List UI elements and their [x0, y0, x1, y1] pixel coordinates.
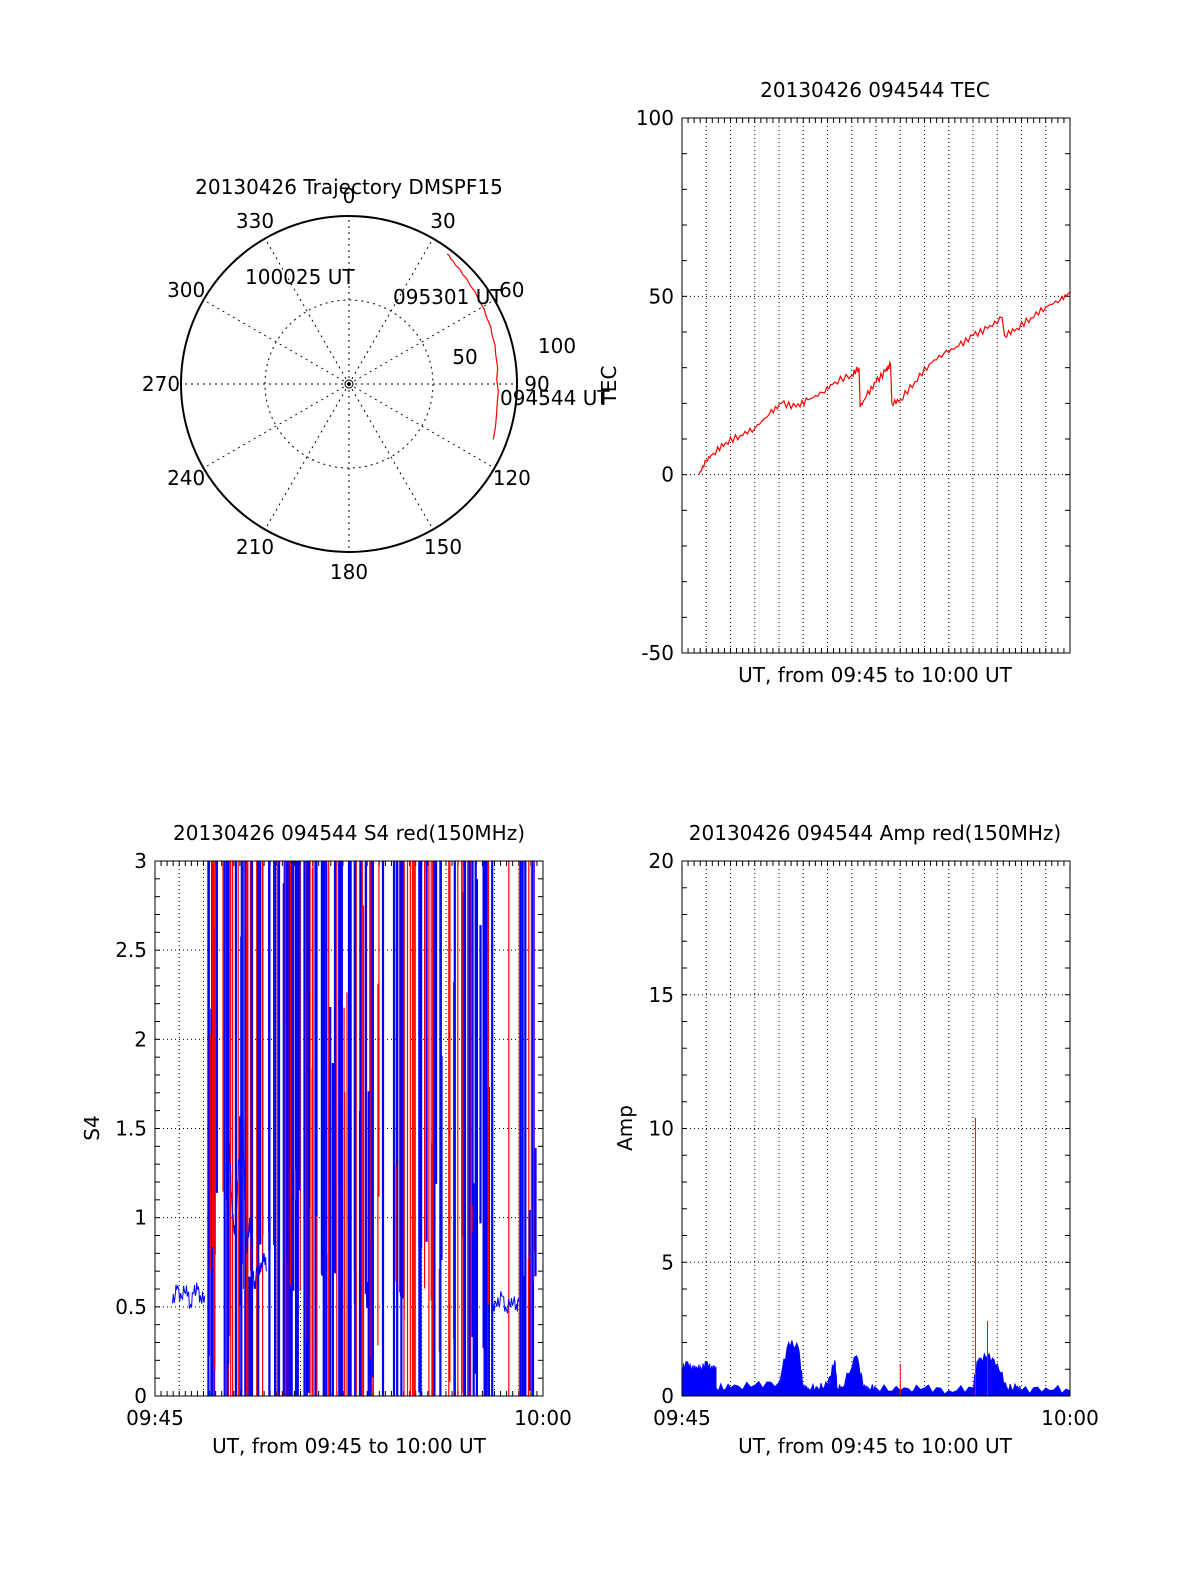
- y-tick-label: 1: [134, 1206, 147, 1230]
- tec-chart: 20130426 094544 TEC -50 0 50 100 TEC UT, fr…: [597, 78, 1071, 687]
- polar-grid: [180, 215, 518, 553]
- amp-y-axis-label: Amp: [613, 1105, 637, 1151]
- polar-spoke: [264, 383, 350, 530]
- polar-spoke: [348, 383, 495, 469]
- s4-title: 20130426 094544 S4 red(150MHz): [173, 821, 525, 845]
- amp-x-tick-end: 10:00: [1041, 1406, 1099, 1430]
- s4-series-line: [172, 1282, 206, 1309]
- s4-x-tick-end: 10:00: [514, 1406, 572, 1430]
- tec-x-axis-label: UT, from 09:45 to 10:00 UT: [738, 663, 1013, 687]
- amp-chart: 20130426 094544 Amp red(150MHz) 0 5 10 15 20…: [613, 821, 1099, 1458]
- amp-x-tick-start: 09:45: [653, 1406, 711, 1430]
- polar-center: [344, 379, 354, 389]
- polar-radial-label-100: 100: [538, 334, 576, 358]
- polar-angle-label: 240: [167, 466, 205, 490]
- s4-y-axis-label: S4: [80, 1115, 104, 1140]
- trajectory-end-label: 100025 UT: [245, 265, 355, 289]
- y-tick-label: 2: [134, 1027, 147, 1051]
- s4-x-tick-start: 09:45: [126, 1406, 184, 1430]
- polar-title: 20130426 Trajectory DMSPF15: [195, 175, 503, 199]
- trajectory-line: [446, 253, 499, 440]
- polar-angle-label: 60: [499, 278, 524, 302]
- polar-radial-label-50: 50: [452, 345, 477, 369]
- y-tick-label: 1.5: [115, 1117, 147, 1141]
- polar-spoke: [348, 299, 495, 385]
- s4-series-line: [227, 1110, 268, 1290]
- polar-angle-label: 270: [142, 372, 180, 396]
- polar-angle-labels: 0 30 60 90 120 150 180 210 240 270 300 330: [142, 184, 550, 584]
- polar-angle-label: 300: [167, 278, 205, 302]
- amp-plot-frame: [681, 860, 1071, 1397]
- y-tick-label: 50: [649, 284, 674, 308]
- tec-series-line: [698, 292, 1071, 475]
- amp-series-blue: [681, 1340, 1071, 1397]
- y-tick-label: 0: [134, 1384, 147, 1408]
- amp-grid: [682, 861, 1070, 1396]
- s4-x-axis-label: UT, from 09:45 to 10:00 UT: [212, 1434, 487, 1458]
- s4-y-tick-labels: 0 0.5 1 1.5 2 2.5 3: [115, 849, 147, 1408]
- y-tick-label: 20: [649, 849, 674, 873]
- polar-spoke: [203, 299, 350, 385]
- amp-series-red-spikes: [899, 1117, 988, 1396]
- polar-spoke: [348, 383, 434, 530]
- tec-grid: [682, 118, 1070, 653]
- amp-x-axis-label: UT, from 09:45 to 10:00 UT: [738, 1434, 1013, 1458]
- polar-angle-label: 180: [330, 560, 368, 584]
- polar-angle-label: 90: [524, 372, 549, 396]
- s4-series-line: [491, 1291, 520, 1314]
- polar-angle-label: 210: [236, 535, 274, 559]
- polar-spoke: [203, 383, 350, 469]
- trajectory-start-label: 094544 UT: [500, 386, 610, 410]
- y-tick-label: 10: [649, 1117, 674, 1141]
- y-tick-label: -50: [641, 641, 674, 665]
- s4-plot-frame: [154, 860, 544, 1397]
- polar-angle-label: 150: [424, 535, 462, 559]
- s4-dense-signal: [207, 861, 537, 1396]
- y-tick-label: 100: [636, 106, 674, 130]
- polar-angle-label: 0: [343, 184, 356, 208]
- y-tick-label: 0: [661, 463, 674, 487]
- tec-plot-frame: [681, 117, 1071, 654]
- polar-angle-label: 330: [236, 209, 274, 233]
- y-tick-label: 0.5: [115, 1295, 147, 1319]
- polar-angle-label: 120: [493, 466, 531, 490]
- trajectory-polar-plot: 20130426 Trajectory DMSPF15 0 30 60 90 120 15…: [142, 175, 610, 584]
- tec-y-tick-labels: -50 0 50 100: [636, 106, 674, 665]
- tec-title: 20130426 094544 TEC: [760, 78, 990, 102]
- s4-chart: 20130426 094544 S4 red(150MHz) 0 0.5 1 1.5 2…: [80, 821, 572, 1458]
- y-tick-label: 2.5: [115, 938, 147, 962]
- y-tick-label: 0: [661, 1384, 674, 1408]
- trajectory-mid-label: 095301 UT: [393, 285, 503, 309]
- y-tick-label: 15: [649, 983, 674, 1007]
- y-tick-label: 5: [661, 1250, 674, 1274]
- polar-angle-label: 30: [430, 209, 455, 233]
- polar-outer-circle: [180, 215, 518, 553]
- amp-y-tick-labels: 0 5 10 15 20: [649, 849, 674, 1408]
- tec-y-axis-label: TEC: [597, 366, 621, 406]
- polar-spoke: [348, 238, 434, 385]
- y-tick-label: 3: [134, 849, 147, 873]
- amp-title: 20130426 094544 Amp red(150MHz): [689, 821, 1061, 845]
- s4-series-lines: [172, 1110, 520, 1314]
- polar-spoke: [264, 238, 350, 385]
